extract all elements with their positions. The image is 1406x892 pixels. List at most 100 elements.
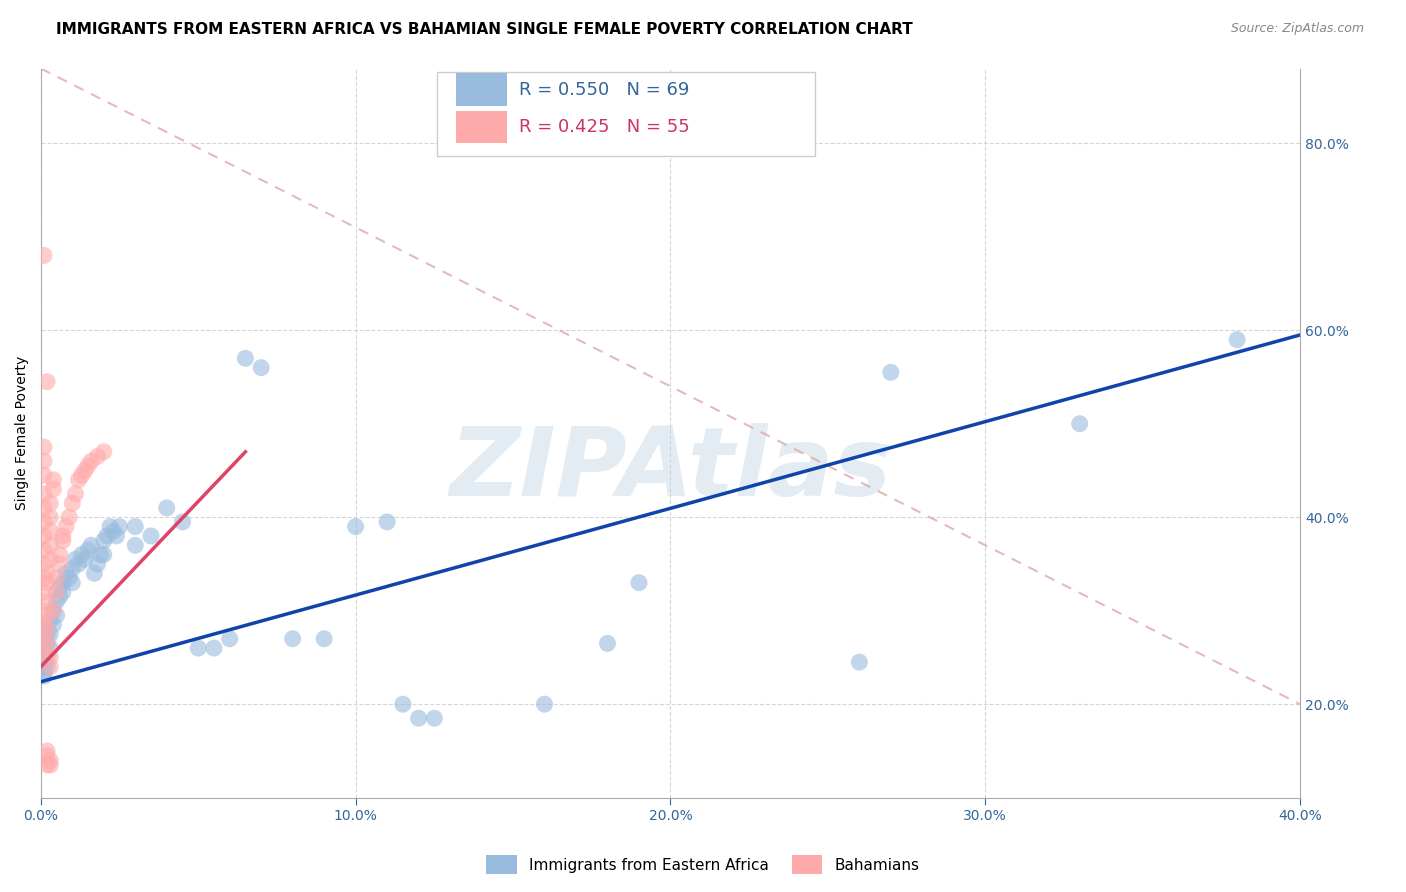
Point xyxy=(70,468,93,483)
Text: R = 0.550   N = 69: R = 0.550 N = 69 xyxy=(519,80,690,99)
Point xyxy=(32,617,55,632)
Point xyxy=(45,594,67,608)
Point xyxy=(32,636,55,650)
Point xyxy=(32,248,55,262)
Point xyxy=(39,552,62,566)
Point xyxy=(103,524,125,539)
Point xyxy=(172,515,194,529)
Point xyxy=(375,515,398,529)
Point xyxy=(39,650,62,665)
Point xyxy=(39,627,62,641)
Point xyxy=(37,375,59,389)
Legend: Immigrants from Eastern Africa, Bahamians: Immigrants from Eastern Africa, Bahamian… xyxy=(481,849,925,880)
Point xyxy=(73,463,96,477)
Point xyxy=(108,519,131,533)
Point xyxy=(344,519,367,533)
Point xyxy=(37,636,59,650)
Point xyxy=(48,590,70,604)
Point xyxy=(55,566,77,581)
Point xyxy=(42,617,65,632)
Point xyxy=(32,632,55,646)
Point xyxy=(96,529,118,543)
Y-axis label: Single Female Poverty: Single Female Poverty xyxy=(15,356,30,510)
Point xyxy=(1226,333,1249,347)
Point xyxy=(37,608,59,623)
Point xyxy=(45,608,67,623)
Point xyxy=(52,529,75,543)
Point xyxy=(250,360,273,375)
Point xyxy=(392,697,415,711)
Point xyxy=(37,660,59,674)
Point xyxy=(42,604,65,618)
Point xyxy=(37,623,59,637)
Point xyxy=(627,575,650,590)
Point xyxy=(48,557,70,571)
Point xyxy=(32,500,55,515)
Point xyxy=(37,744,59,758)
Point xyxy=(596,636,619,650)
Point xyxy=(124,538,146,552)
Point xyxy=(73,552,96,566)
Point xyxy=(39,496,62,510)
Point xyxy=(32,646,55,660)
Point xyxy=(39,753,62,767)
Point xyxy=(139,529,162,543)
Point xyxy=(314,632,336,646)
Point xyxy=(32,604,55,618)
Point xyxy=(52,575,75,590)
Point xyxy=(67,473,90,487)
Point xyxy=(880,365,903,379)
Point xyxy=(52,533,75,548)
Point xyxy=(187,641,209,656)
Point xyxy=(58,571,80,585)
Point xyxy=(60,575,83,590)
Point xyxy=(32,571,55,585)
Point xyxy=(32,669,55,683)
Point xyxy=(32,454,55,468)
Point xyxy=(39,613,62,627)
Point xyxy=(98,519,121,533)
Bar xyxy=(457,73,506,106)
Point xyxy=(32,655,55,669)
Point xyxy=(32,650,55,665)
Point xyxy=(65,552,87,566)
Point xyxy=(37,748,59,763)
Point xyxy=(37,650,59,665)
Point xyxy=(408,711,430,725)
Point xyxy=(1069,417,1091,431)
Point xyxy=(86,557,108,571)
Point xyxy=(32,646,55,660)
Point xyxy=(70,548,93,562)
Point xyxy=(32,665,55,679)
Point xyxy=(32,557,55,571)
Point xyxy=(45,585,67,599)
Point xyxy=(48,548,70,562)
Point xyxy=(32,660,55,674)
Point xyxy=(39,524,62,539)
Point xyxy=(32,641,55,656)
Point xyxy=(156,500,179,515)
Point xyxy=(32,440,55,454)
Point xyxy=(281,632,304,646)
Point xyxy=(218,632,240,646)
Point xyxy=(39,641,62,656)
Point xyxy=(202,641,225,656)
Point xyxy=(105,529,128,543)
Point xyxy=(55,519,77,533)
Point xyxy=(37,627,59,641)
Point xyxy=(39,758,62,772)
Point xyxy=(37,758,59,772)
Point xyxy=(86,450,108,464)
Point xyxy=(65,487,87,501)
Point xyxy=(39,660,62,674)
Point xyxy=(42,604,65,618)
Point xyxy=(45,571,67,585)
Point xyxy=(533,697,555,711)
Point xyxy=(37,594,59,608)
Text: R = 0.425   N = 55: R = 0.425 N = 55 xyxy=(519,119,690,136)
Point xyxy=(77,543,100,558)
Point xyxy=(90,548,112,562)
Point xyxy=(32,529,55,543)
Point xyxy=(32,585,55,599)
Point xyxy=(37,575,59,590)
